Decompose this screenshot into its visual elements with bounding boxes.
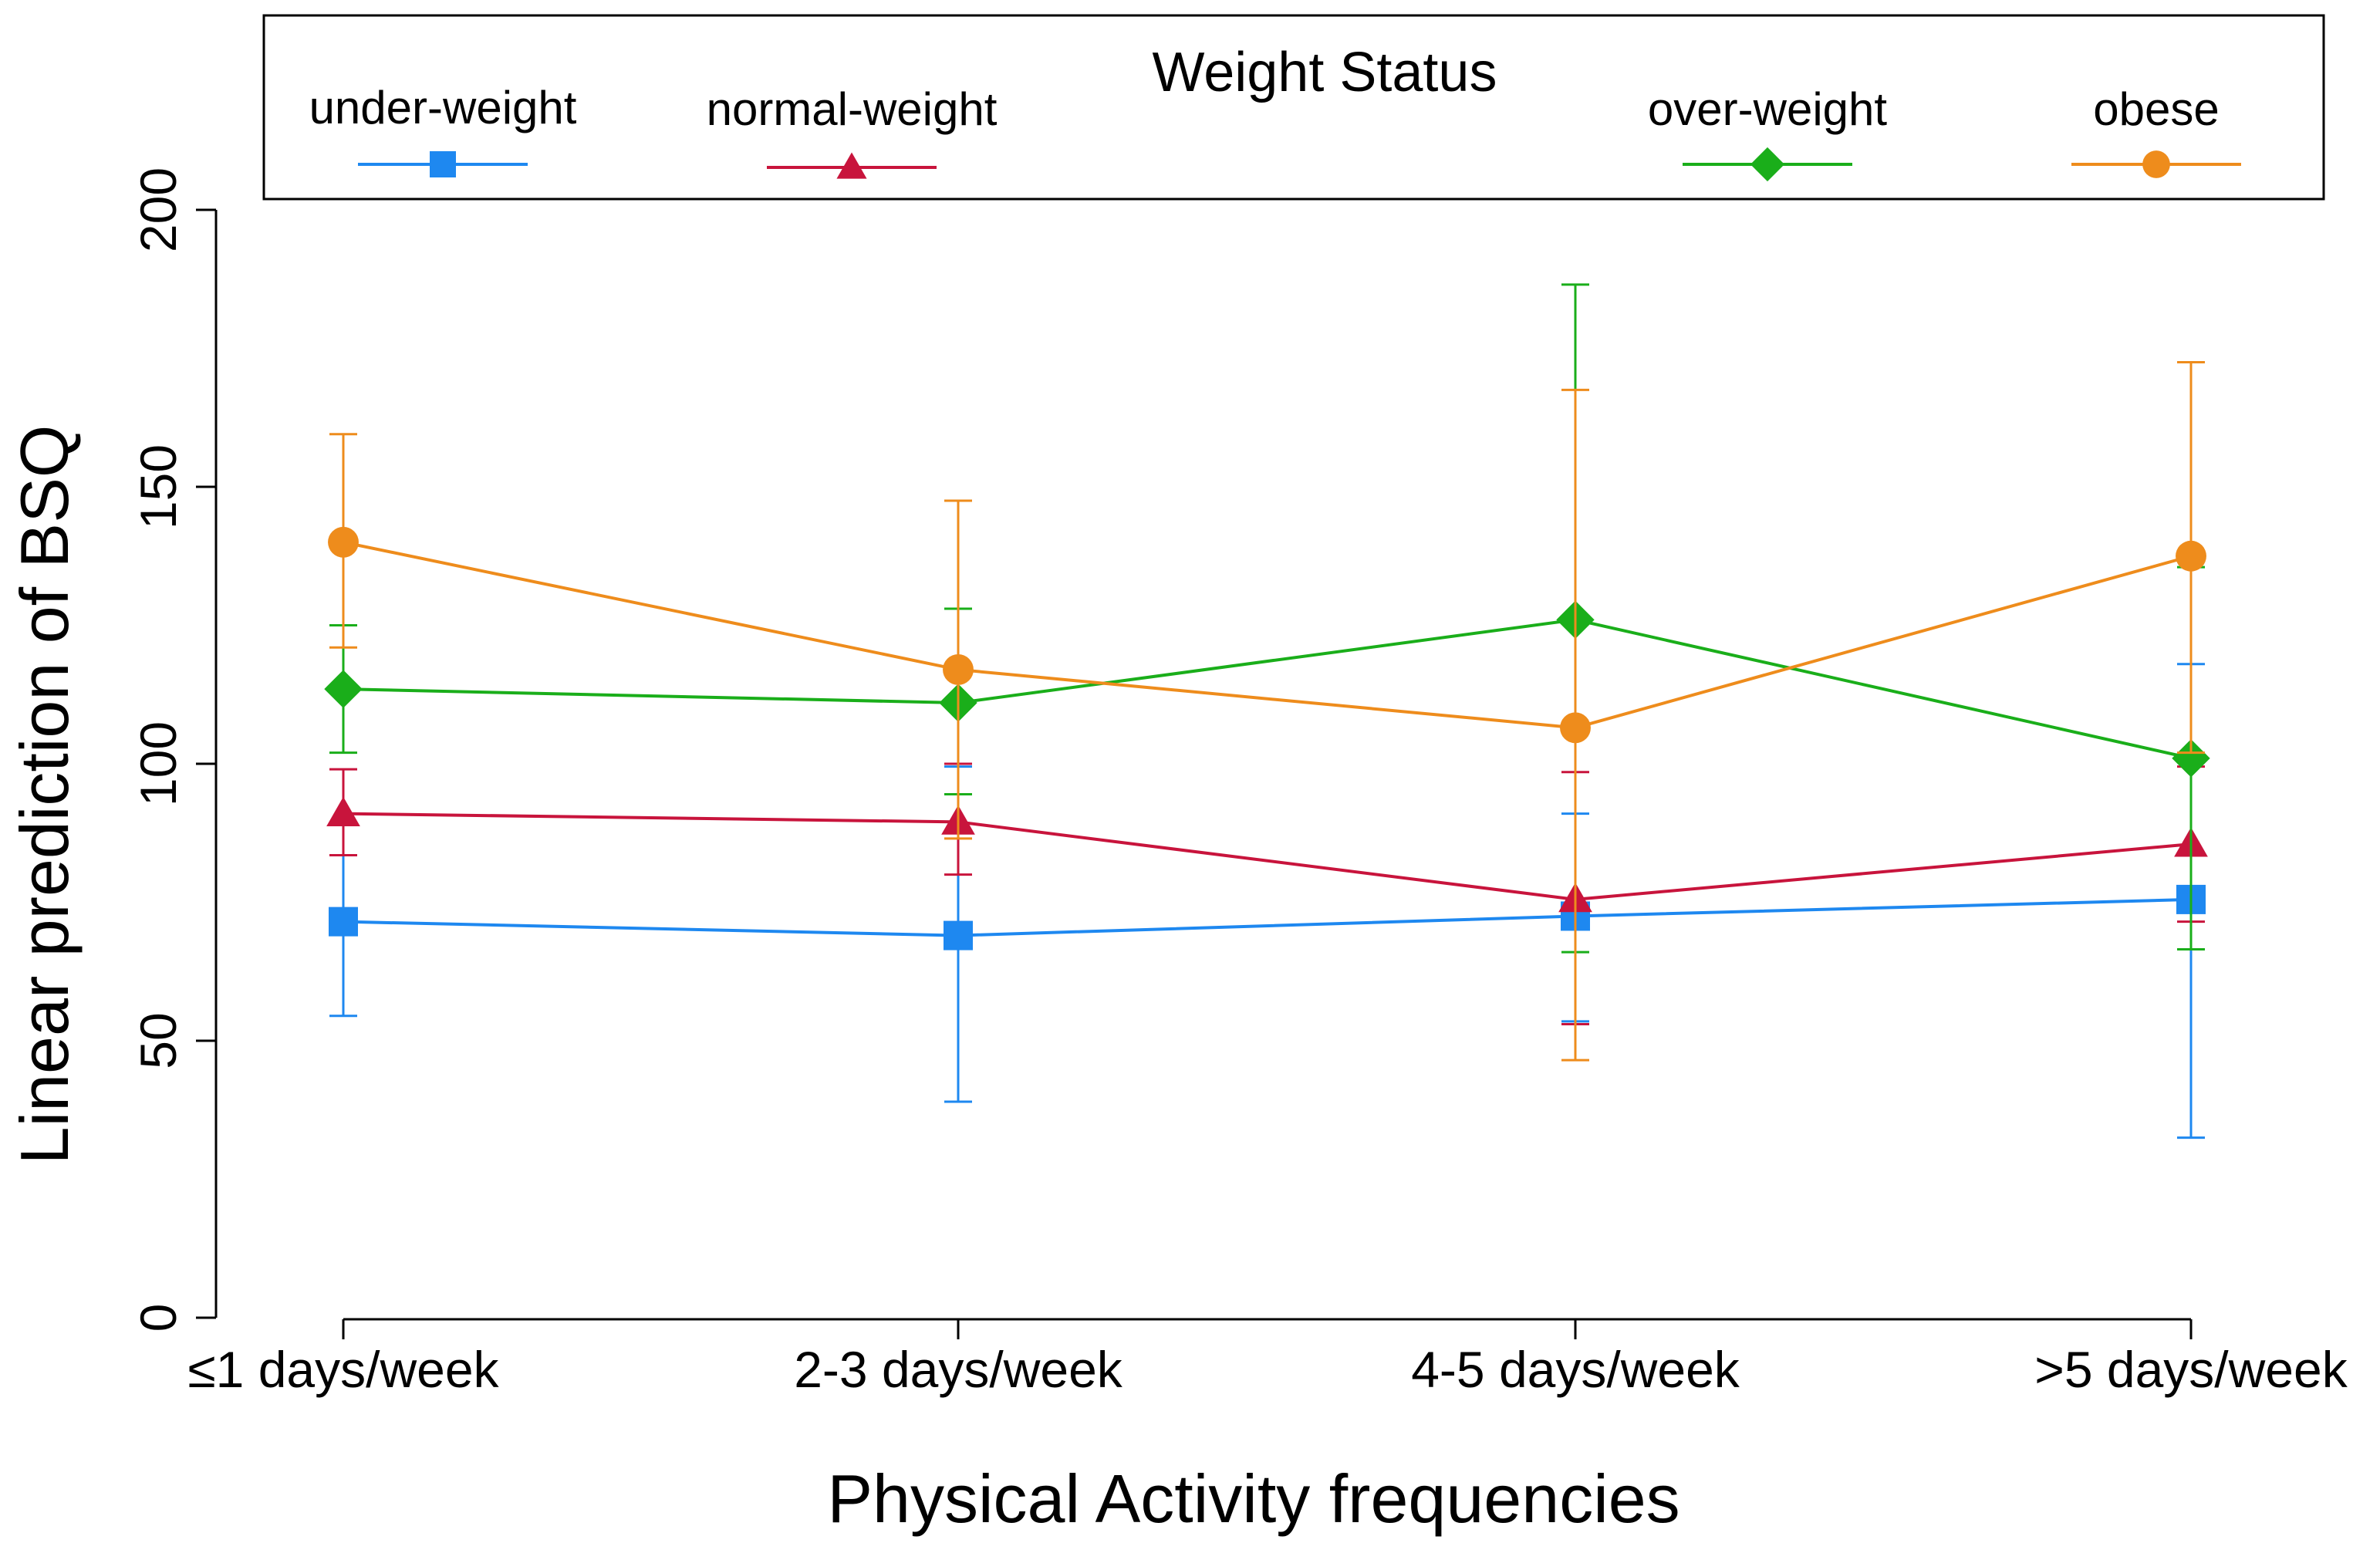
y-tick-label: 0: [130, 1304, 187, 1332]
data-point: [2176, 540, 2206, 572]
data-point: [329, 907, 358, 937]
legend-label: over-weight: [1648, 83, 1887, 135]
series-normal-weight: [326, 762, 2208, 1025]
legend-marker: [430, 151, 456, 177]
legend-item-over-weight: over-weight: [1648, 83, 1887, 182]
legend-item-under-weight: under-weight: [309, 82, 577, 177]
legend-label: normal-weight: [707, 83, 998, 135]
x-tick-label: ≤1 days/week: [187, 1341, 499, 1398]
legend-label: obese: [2093, 83, 2219, 135]
legend-title: Weight Status: [1153, 42, 1497, 103]
series-obese: [328, 360, 2206, 1062]
legend: Weight Status under-weight normal-weight o…: [262, 14, 2325, 201]
legend-item-normal-weight: normal-weight: [707, 83, 998, 179]
y-tick-label: 50: [130, 1012, 187, 1069]
data-point: [2172, 739, 2210, 778]
data-point: [943, 653, 974, 685]
series-line: [343, 812, 2192, 901]
data-point: [1560, 712, 1591, 744]
legend-marker: [1750, 147, 1785, 182]
series-line: [343, 540, 2192, 730]
x-axis-title: Physical Activity frequencies: [827, 1460, 1680, 1537]
x-tick-label: 2-3 days/week: [794, 1341, 1123, 1398]
legend-box: [262, 14, 2325, 201]
data-point: [328, 526, 359, 558]
legend-marker: [2142, 150, 2170, 178]
axes: 0 50 100 150 200 ≤1 days/week 2-3 days/week 4-…: [6, 167, 2348, 1537]
x-tick-label: >5 days/week: [2034, 1341, 2348, 1398]
data-point: [944, 920, 973, 950]
series-group: [324, 283, 2210, 1140]
data-point: [326, 796, 360, 827]
legend-label: under-weight: [309, 82, 577, 133]
y-axis-title: Linear prediction of BSQ: [6, 425, 83, 1165]
data-point: [324, 670, 363, 708]
y-tick-label: 100: [130, 721, 187, 806]
series-line: [343, 618, 2192, 760]
y-tick-label: 150: [130, 444, 187, 529]
y-tick-label: 200: [130, 167, 187, 252]
x-tick-label: 4-5 days/week: [1411, 1341, 1740, 1398]
series-line: [343, 897, 2192, 937]
legend-marker: [836, 152, 867, 179]
legend-item-obese: obese: [2071, 83, 2241, 178]
series-over-weight: [324, 283, 2210, 954]
series-under-weight: [329, 663, 2206, 1140]
